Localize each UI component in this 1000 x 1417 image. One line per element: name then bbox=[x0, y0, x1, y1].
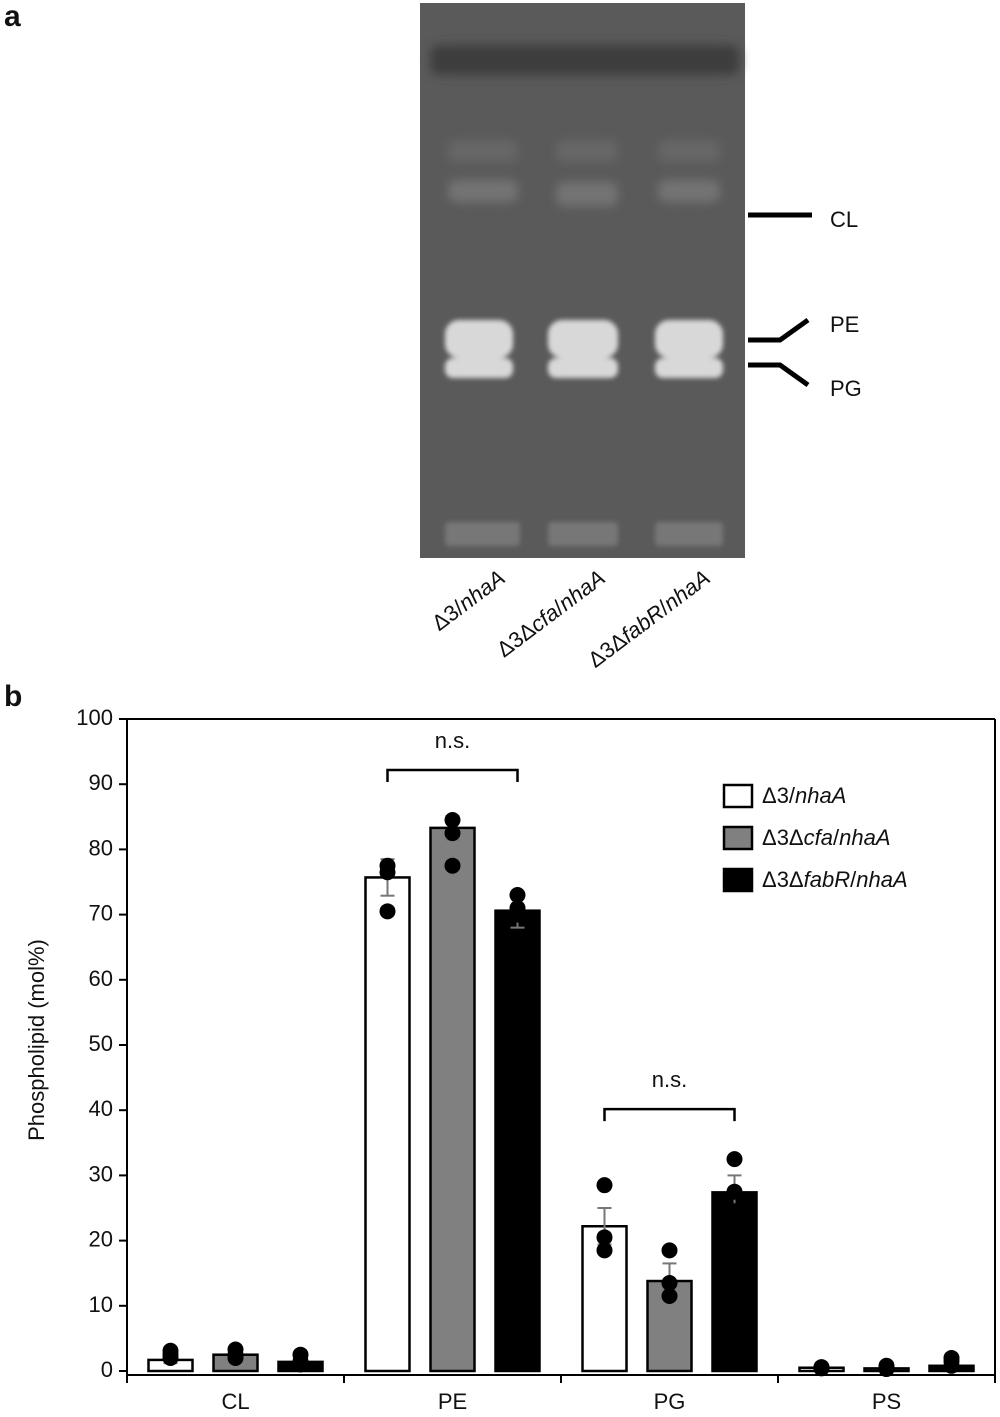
data-point bbox=[292, 1356, 309, 1373]
significance-label: n.s. bbox=[652, 1067, 688, 1092]
significance-label: n.s. bbox=[435, 728, 471, 753]
y-tick-label: 100 bbox=[76, 705, 113, 730]
data-point bbox=[596, 1242, 613, 1259]
legend-swatch bbox=[722, 867, 754, 893]
data-point bbox=[661, 1274, 678, 1291]
legend-swatch bbox=[722, 825, 754, 851]
data-point bbox=[227, 1349, 244, 1366]
x-tick-label: PE bbox=[438, 1389, 467, 1414]
legend-swatch bbox=[722, 783, 754, 809]
data-point bbox=[661, 1242, 678, 1259]
y-tick-label: 90 bbox=[89, 770, 113, 795]
x-tick-label: PG bbox=[654, 1389, 686, 1414]
bar bbox=[711, 1191, 758, 1373]
legend-label: Δ3/nhaA bbox=[762, 783, 846, 808]
data-point bbox=[878, 1360, 895, 1377]
data-point bbox=[943, 1357, 960, 1374]
data-point bbox=[596, 1229, 613, 1246]
y-tick-label: 20 bbox=[89, 1226, 113, 1251]
y-tick-label: 30 bbox=[89, 1161, 113, 1186]
legend-label: Δ3Δcfa/nhaA bbox=[762, 825, 891, 850]
significance-bracket bbox=[386, 768, 519, 783]
data-point bbox=[444, 825, 461, 842]
y-tick-label: 70 bbox=[89, 900, 113, 925]
y-tick-label: 40 bbox=[89, 1096, 113, 1121]
band-label: PE bbox=[830, 312, 859, 337]
bar bbox=[429, 826, 476, 1373]
x-tick-label: CL bbox=[221, 1389, 249, 1414]
y-tick-label: 0 bbox=[101, 1357, 113, 1382]
y-tick-label: 80 bbox=[89, 835, 113, 860]
legend-label: Δ3ΔfabR/nhaA bbox=[762, 867, 908, 892]
data-point bbox=[596, 1177, 613, 1194]
band-label: CL bbox=[830, 207, 858, 232]
y-axis-title: Phospholipid (mol%) bbox=[24, 939, 49, 1141]
data-point bbox=[444, 857, 461, 874]
data-point bbox=[509, 887, 526, 904]
significance-bracket bbox=[603, 1107, 736, 1122]
data-point bbox=[444, 812, 461, 829]
lane-label: Δ3/nhaA bbox=[427, 565, 509, 636]
y-tick-label: 50 bbox=[89, 1031, 113, 1056]
data-point bbox=[726, 1183, 743, 1200]
data-point bbox=[726, 1203, 743, 1220]
data-point bbox=[661, 1288, 678, 1305]
data-point bbox=[726, 1151, 743, 1168]
data-point bbox=[379, 903, 396, 920]
bar bbox=[364, 876, 411, 1373]
panel-label: b bbox=[4, 680, 22, 713]
bar bbox=[494, 909, 541, 1373]
panel-label: a bbox=[4, 0, 21, 33]
tlc-plate bbox=[420, 3, 745, 558]
data-point bbox=[813, 1359, 830, 1376]
data-point bbox=[379, 864, 396, 881]
y-tick-label: 60 bbox=[89, 966, 113, 991]
band-markers bbox=[748, 212, 812, 388]
data-point bbox=[162, 1349, 179, 1366]
y-tick-label: 10 bbox=[89, 1292, 113, 1317]
data-point bbox=[509, 900, 526, 917]
x-tick-label: PS bbox=[872, 1389, 901, 1414]
band-label: PG bbox=[830, 376, 862, 401]
